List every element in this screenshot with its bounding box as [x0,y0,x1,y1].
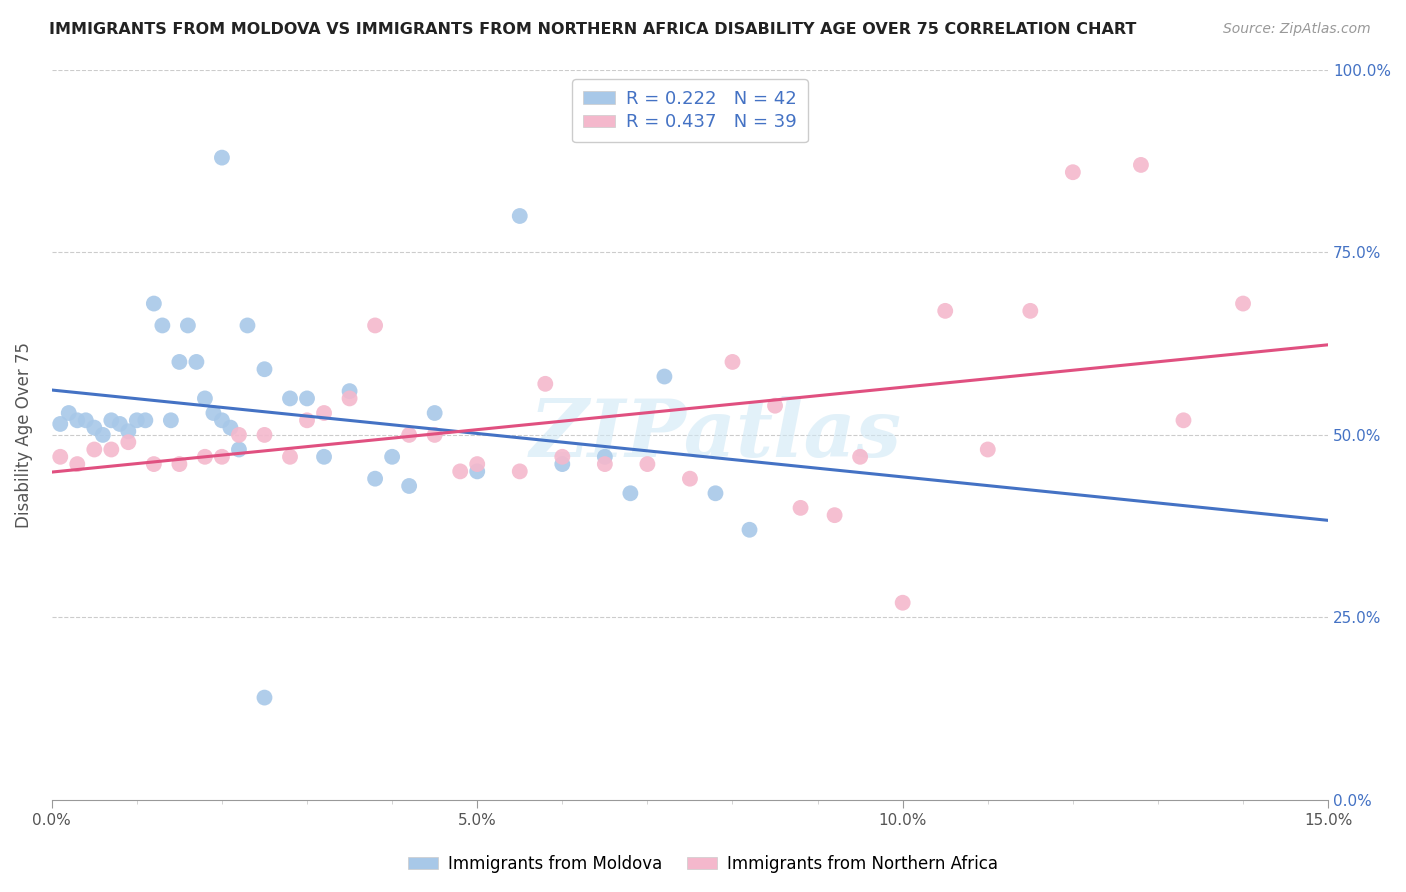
Text: IMMIGRANTS FROM MOLDOVA VS IMMIGRANTS FROM NORTHERN AFRICA DISABILITY AGE OVER 7: IMMIGRANTS FROM MOLDOVA VS IMMIGRANTS FR… [49,22,1136,37]
Point [381,450,404,464]
Point [364,472,387,486]
Point [738,523,761,537]
Point [763,399,786,413]
Point [253,428,276,442]
Point [186,355,208,369]
Point [295,413,318,427]
Point [211,151,233,165]
Point [117,424,139,438]
Point [1062,165,1084,179]
Point [509,464,531,478]
Point [619,486,641,500]
Point [465,464,488,478]
Point [150,318,173,333]
Point [169,355,191,369]
Point [1173,413,1195,427]
Point [891,596,914,610]
Point [636,457,658,471]
Point [169,457,191,471]
Point [654,369,676,384]
Point [977,442,1000,457]
Point [117,435,139,450]
Point [312,450,335,464]
Point [509,209,531,223]
Point [66,457,89,471]
Point [83,420,105,434]
Point [551,450,574,464]
Point [253,362,276,376]
Point [228,428,250,442]
Point [1129,158,1152,172]
Point [177,318,200,333]
Point [134,413,156,427]
Point [824,508,846,523]
Point [219,420,242,434]
Point [1232,296,1254,310]
Point [551,457,574,471]
Point [83,442,105,457]
Point [75,413,97,427]
Point [160,413,183,427]
Point [534,376,557,391]
Point [194,450,217,464]
Point [66,413,89,427]
Point [194,392,217,406]
Point [364,318,387,333]
Point [593,450,616,464]
Point [849,450,872,464]
Point [58,406,80,420]
Point [202,406,225,420]
Point [295,392,318,406]
Point [236,318,259,333]
Text: ZIPatlas: ZIPatlas [530,396,901,474]
Point [398,428,420,442]
Point [423,428,446,442]
Point [278,450,301,464]
Point [108,417,131,431]
Point [704,486,727,500]
Point [423,406,446,420]
Point [339,384,361,398]
Point [100,413,122,427]
Point [278,392,301,406]
Point [125,413,148,427]
Point [398,479,420,493]
Point [593,457,616,471]
Text: Source: ZipAtlas.com: Source: ZipAtlas.com [1223,22,1371,37]
Point [679,472,702,486]
Point [449,464,471,478]
Point [91,428,114,442]
Point [228,442,250,457]
Legend: R = 0.222   N = 42, R = 0.437   N = 39: R = 0.222 N = 42, R = 0.437 N = 39 [572,79,808,142]
Y-axis label: Disability Age Over 75: Disability Age Over 75 [15,342,32,528]
Point [789,500,811,515]
Point [142,457,165,471]
Point [339,392,361,406]
Point [49,417,72,431]
Point [253,690,276,705]
Point [312,406,335,420]
Point [100,442,122,457]
Point [934,303,956,318]
Point [465,457,488,471]
Point [721,355,744,369]
Point [211,413,233,427]
Legend: Immigrants from Moldova, Immigrants from Northern Africa: Immigrants from Moldova, Immigrants from… [401,848,1005,880]
Point [142,296,165,310]
Point [211,450,233,464]
Point [49,450,72,464]
Point [1019,303,1042,318]
